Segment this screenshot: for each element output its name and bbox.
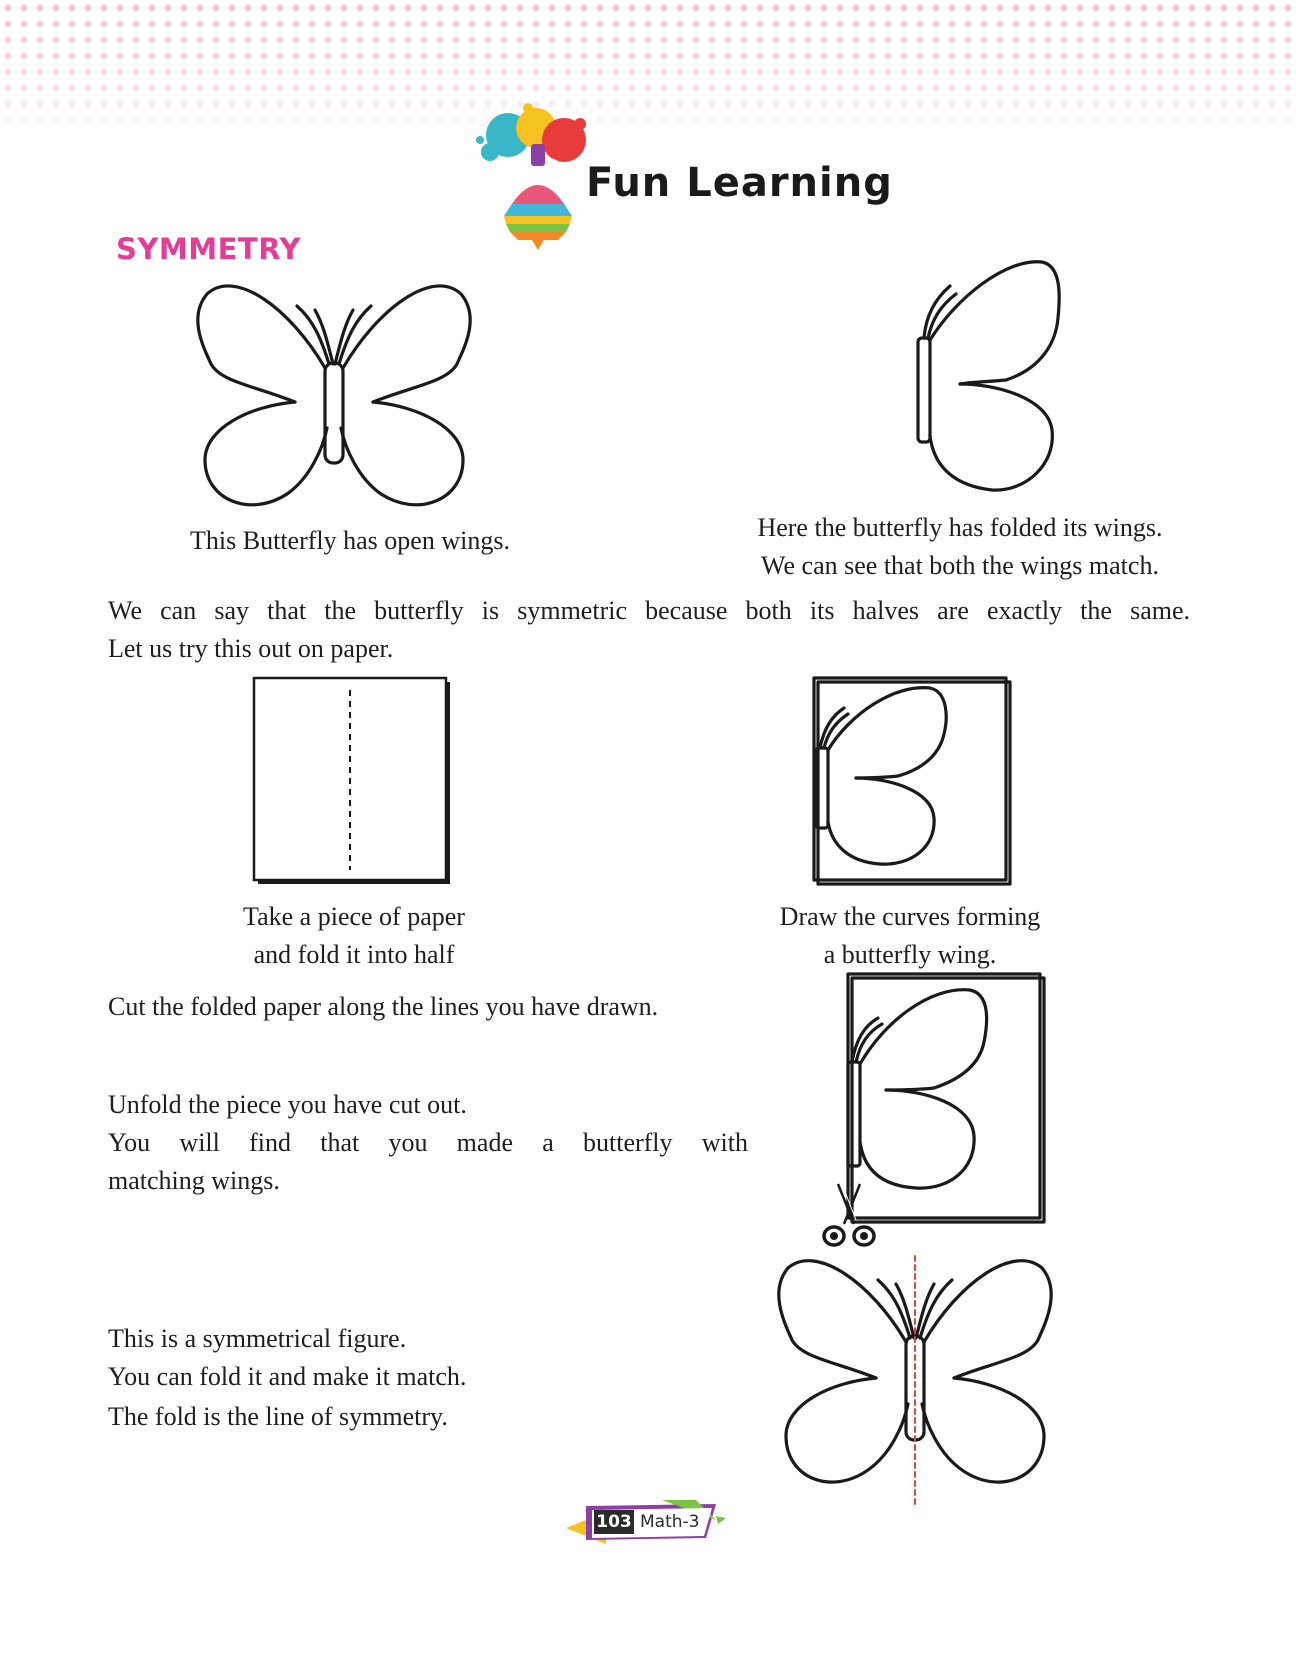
folded-wings-caption-line-2: We can see that both the wings match. <box>761 551 1159 580</box>
draw-wing-caption-line-2: a butterfly wing. <box>823 940 997 969</box>
unfold-instruction-line-1: Unfold the piece you have cut out. <box>108 1090 467 1119</box>
symmetry-explanation-line-2: Let us try this out on paper. <box>108 634 394 663</box>
folded-wings-butterfly-illustration <box>916 260 1061 492</box>
subject-label: Math-3 <box>640 1512 700 1532</box>
symmetry-explanation-line-1: We can say that the butterfly is symmetr… <box>108 596 1190 625</box>
paper-with-drawn-wing-illustration <box>812 676 1012 886</box>
scissors-icon <box>822 1183 876 1247</box>
section-title: SYMMETRY <box>116 232 301 266</box>
folded-paper-illustration <box>252 676 450 884</box>
cut-paper-instruction: Cut the folded paper along the lines you… <box>108 992 659 1021</box>
spinning-top-logo-icon <box>476 103 586 250</box>
fold-paper-caption-line-2: and fold it into half <box>253 940 455 969</box>
header-title: Fun Learning <box>586 160 893 206</box>
page-number: 103 <box>594 1510 634 1534</box>
conclusion-line-2: You can fold it and make it match. <box>108 1362 467 1391</box>
open-wings-caption: This Butterfly has open wings. <box>190 526 510 555</box>
unfold-instruction-line-3: matching wings. <box>108 1166 280 1195</box>
header-dot-pattern <box>0 0 1296 140</box>
paper-being-cut-illustration <box>846 972 1046 1224</box>
conclusion-line-1: This is a symmetrical figure. <box>108 1324 407 1353</box>
open-wings-butterfly-illustration <box>196 284 472 507</box>
fold-paper-caption-line-1: Take a piece of paper <box>243 902 465 931</box>
unfold-instruction-line-2: You will find that you made a butterfly … <box>108 1128 748 1157</box>
draw-wing-caption-line-1: Draw the curves forming <box>779 902 1041 931</box>
conclusion-line-3: The fold is the line of symmetry. <box>108 1402 448 1431</box>
folded-wings-caption-line-1: Here the butterfly has folded its wings. <box>757 513 1163 542</box>
symmetrical-butterfly-illustration <box>777 1255 1053 1505</box>
